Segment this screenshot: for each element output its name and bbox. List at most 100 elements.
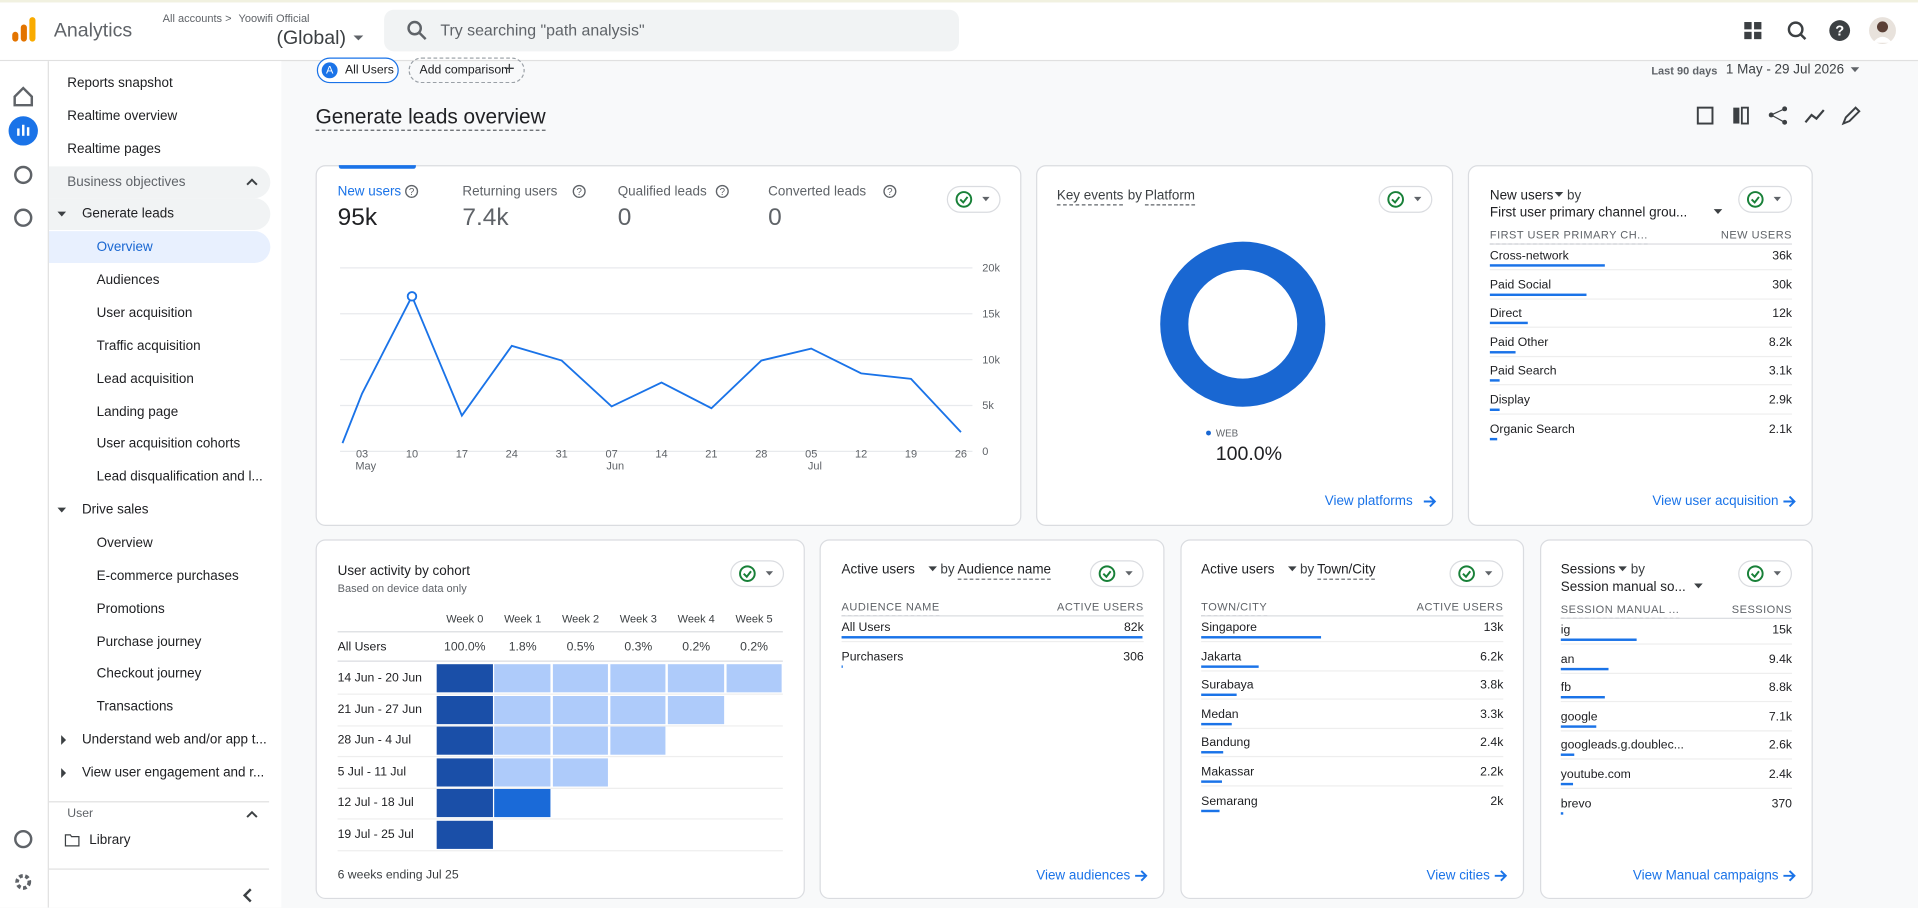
date-range[interactable]: 1 May - 29 Jul 2026: [1725, 62, 1845, 78]
compare-toggle[interactable]: [1089, 560, 1144, 588]
nav-item[interactable]: Lead disqualification and l...: [96, 470, 263, 485]
chevron: [246, 177, 258, 185]
compare-toggle[interactable]: [946, 185, 1001, 213]
card-link[interactable]: View platforms: [1324, 494, 1413, 509]
x-tick-label: 07: [605, 448, 617, 460]
compare-toggle[interactable]: [1738, 185, 1792, 213]
row-bar: [1560, 753, 1574, 757]
toggle-check: [1098, 565, 1116, 582]
advertising-icon[interactable]: [14, 208, 33, 227]
metric-name[interactable]: Converted leads: [768, 184, 867, 200]
row-rule: [337, 693, 783, 695]
nav-item[interactable]: Overview: [96, 240, 153, 255]
card-title-dim[interactable]: Session manual so...: [1560, 579, 1686, 595]
collapse-sidebar[interactable]: [242, 888, 252, 903]
caret-shape: [1554, 192, 1564, 197]
nav-item[interactable]: Realtime pages: [67, 141, 161, 157]
nav-item[interactable]: User acquisition cohorts: [96, 437, 241, 452]
card-link[interactable]: View audiences: [1036, 868, 1131, 884]
compare-toggle[interactable]: [1378, 185, 1433, 213]
card-link[interactable]: View cities: [1426, 868, 1490, 884]
x-tick-label: 19: [905, 448, 917, 460]
account-name[interactable]: Yoowifi Official: [238, 12, 310, 25]
nav-item[interactable]: Generate leads: [81, 207, 174, 222]
nav-section[interactable]: User: [67, 807, 94, 821]
row-rule: [1201, 727, 1504, 729]
caret-shape: [61, 768, 67, 779]
nav-item[interactable]: Traffic acquisition: [96, 338, 201, 354]
caret: [1618, 566, 1628, 572]
nav-item[interactable]: View user engagement and r...: [81, 765, 265, 781]
breadcrumb[interactable]: All accounts: [162, 12, 223, 25]
toggle-tick: [743, 570, 752, 579]
nav-item[interactable]: Business objectives: [67, 174, 186, 190]
search-icon: [407, 20, 427, 41]
help-mark: ?: [720, 187, 726, 198]
nav-item[interactable]: Checkout journey: [96, 667, 202, 682]
apps-icon[interactable]: [1744, 22, 1762, 40]
nav-item[interactable]: Understand web and/or app t...: [81, 732, 267, 748]
compare-toggle[interactable]: [730, 560, 785, 588]
explore-icon[interactable]: [14, 165, 33, 185]
edit-icon[interactable]: [1841, 106, 1861, 126]
row-value: 2.1k: [1768, 422, 1792, 437]
nav-item[interactable]: Promotions: [96, 601, 165, 617]
compare-toggle[interactable]: [1738, 560, 1792, 588]
metric-name[interactable]: Returning users: [462, 184, 558, 200]
card-title-dim[interactable]: First user primary channel grou...: [1489, 205, 1688, 221]
chip-add[interactable]: [408, 57, 525, 84]
nav-item[interactable]: Purchase journey: [96, 634, 202, 650]
nav-item[interactable]: E-commerce purchases: [96, 568, 239, 584]
insights-icon[interactable]: [1787, 21, 1807, 41]
row-name: Surabaya: [1201, 679, 1254, 693]
link-arrow: [1135, 870, 1148, 882]
nav-item[interactable]: Realtime overview: [67, 108, 178, 124]
property-name[interactable]: (Global): [276, 28, 347, 49]
card-link[interactable]: View user acquisition: [1652, 494, 1779, 509]
nav-item[interactable]: Landing page: [96, 404, 179, 420]
card-link[interactable]: View Manual campaigns: [1632, 868, 1779, 884]
cohort-cell: [552, 757, 609, 786]
card-title-metric[interactable]: Active users: [841, 562, 915, 578]
row-bar: [1201, 780, 1222, 783]
row-rule: [337, 787, 783, 789]
card-title-metric[interactable]: Active users: [1201, 562, 1275, 578]
insights-icon[interactable]: [1804, 109, 1825, 124]
customize-icon[interactable]: [1696, 106, 1714, 125]
metric-name[interactable]: New users: [337, 184, 402, 200]
compare-toggle[interactable]: [1449, 560, 1504, 588]
card-title-metric[interactable]: Sessions: [1560, 562, 1616, 578]
nav-item[interactable]: User acquisition: [96, 305, 193, 321]
rail-divider: [47, 61, 49, 908]
nav-item[interactable]: Transactions: [96, 700, 174, 715]
row-name: fb: [1560, 681, 1572, 696]
help-icon[interactable]: ?: [1829, 20, 1851, 42]
nav-item[interactable]: Library: [89, 832, 131, 848]
x-tick-label: 14: [655, 448, 667, 460]
admin-check-icon[interactable]: [14, 829, 33, 849]
cohort-total: 0.5%: [566, 640, 595, 655]
home-icon[interactable]: [13, 86, 34, 107]
metric-name[interactable]: Qualified leads: [617, 184, 707, 200]
card-title-dim[interactable]: Audience name: [957, 561, 1052, 580]
row-rule: [1201, 785, 1504, 787]
settings-icon[interactable]: [15, 873, 32, 890]
nav-item[interactable]: Lead acquisition: [96, 371, 194, 387]
nav-item[interactable]: Drive sales: [81, 502, 149, 518]
card-title-dim[interactable]: Town/City: [1317, 561, 1376, 580]
card-title-metric[interactable]: New users: [1489, 188, 1554, 204]
nav-item[interactable]: Overview: [96, 535, 153, 551]
cohort-cell: [436, 757, 493, 786]
metric-value: 0: [768, 204, 782, 232]
caret-shape: [57, 212, 67, 218]
chip-add-label: Add comparison: [419, 63, 508, 78]
card-title-dim[interactable]: Platform: [1144, 187, 1196, 206]
row-rule: [841, 640, 1144, 643]
avatar[interactable]: [1869, 17, 1896, 45]
nav-item[interactable]: Audiences: [96, 272, 160, 288]
cohort-total: 1.8%: [508, 640, 537, 655]
search-box[interactable]: [384, 9, 959, 52]
nav-item[interactable]: Reports snapshot: [67, 75, 173, 91]
compare-icon[interactable]: [1733, 107, 1740, 124]
